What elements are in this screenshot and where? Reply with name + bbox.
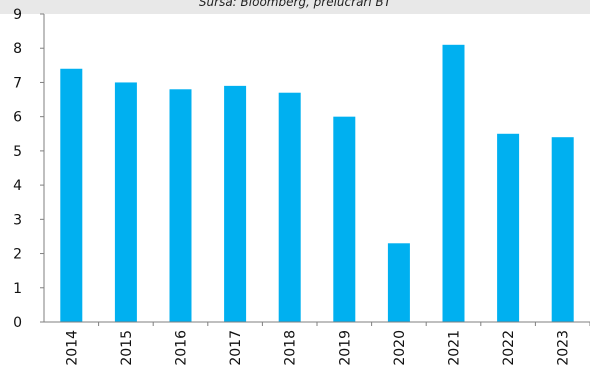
bar-2019: [333, 116, 356, 323]
bar-2016: [169, 89, 192, 323]
x-tick-label: 2023: [556, 330, 572, 366]
x-tick-label: 2015: [119, 330, 135, 366]
y-tick-label: 1: [13, 281, 22, 297]
y-tick-label: 9: [13, 7, 22, 23]
bar-2022: [497, 133, 520, 322]
y-tick-label: 3: [13, 212, 22, 228]
x-tick-label: 2021: [447, 330, 463, 366]
y-tick-label: 2: [13, 247, 22, 263]
x-tick-label: 2014: [64, 330, 80, 366]
y-axis-ticks: 0 1 2 3 4 5 6 7 8 9: [13, 7, 44, 331]
y-tick-label: 5: [13, 144, 22, 160]
bar-2018: [278, 92, 301, 322]
source-note: Sursa: Bloomberg, prelucrări BT: [198, 0, 392, 9]
x-tick-label: 2017: [228, 330, 244, 366]
bar-2021: [442, 44, 465, 323]
x-tick-label: 2019: [337, 330, 353, 366]
source-banner: Sursa: Bloomberg, prelucrări BT: [0, 0, 590, 14]
x-axis-ticks: 2014 2015 2016 2017 2018 2019 2020 2021 2022 2023: [64, 322, 590, 366]
y-tick-label: 0: [13, 315, 22, 331]
bar-2015: [114, 82, 137, 322]
y-tick-label: 7: [13, 75, 22, 91]
bars: [60, 44, 574, 323]
bar-2023: [551, 137, 574, 322]
y-tick-label: 4: [13, 178, 22, 194]
y-tick-label: 8: [13, 41, 22, 57]
x-tick-label: 2022: [501, 330, 517, 366]
y-tick-label: 6: [13, 110, 22, 126]
bar-2014: [60, 68, 83, 322]
x-tick-label: 2018: [283, 330, 299, 366]
x-tick-label: 2016: [174, 330, 190, 366]
bar-2017: [224, 85, 247, 322]
x-tick-label: 2020: [392, 330, 408, 366]
bar-2020: [387, 243, 410, 322]
